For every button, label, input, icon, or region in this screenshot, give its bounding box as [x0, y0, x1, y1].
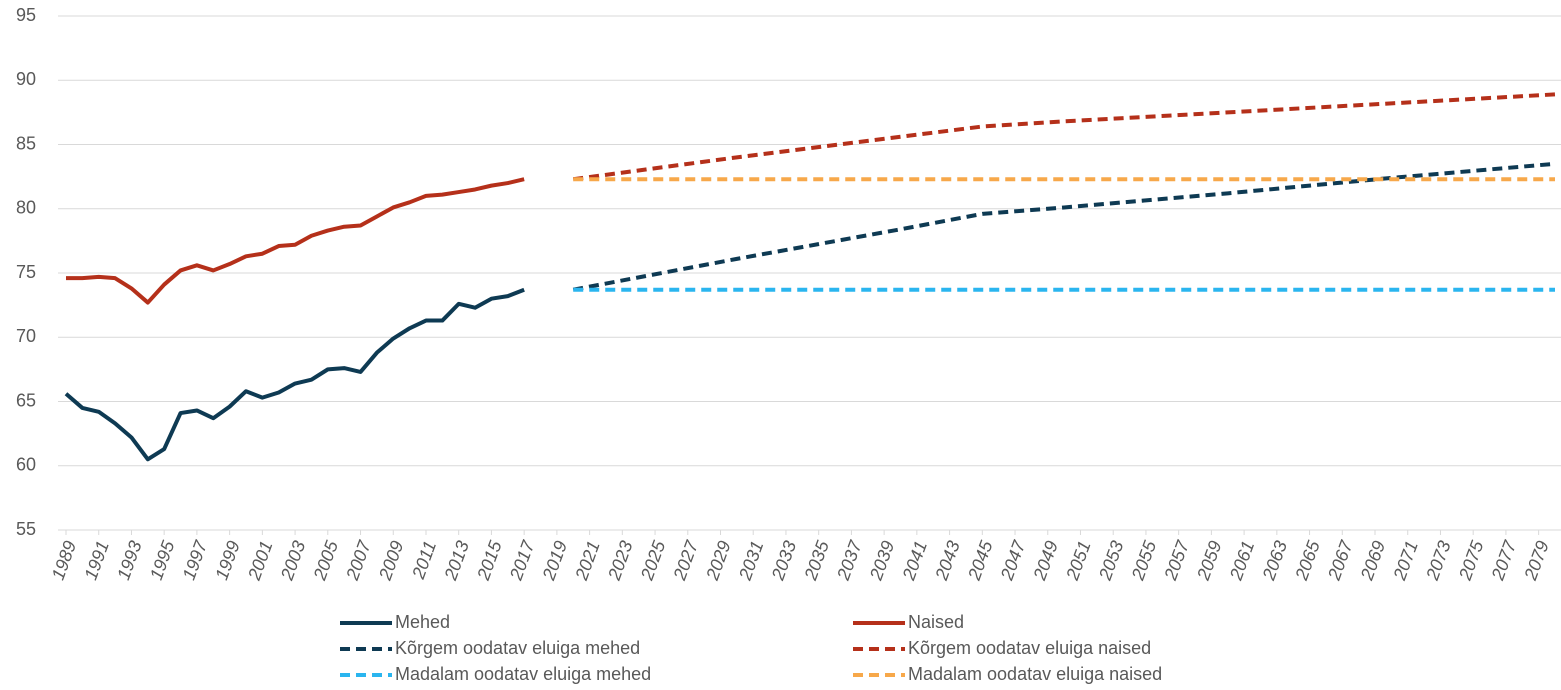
- x-tick-label: 2061: [1225, 538, 1258, 583]
- y-tick-label: 75: [16, 262, 36, 282]
- x-tick-label: 1991: [80, 538, 112, 582]
- x-tick-label: 2065: [1291, 537, 1324, 583]
- x-tick-label: 2019: [538, 538, 571, 583]
- y-tick-label: 95: [16, 5, 36, 25]
- x-tick-label: 2073: [1422, 538, 1455, 583]
- x-tick-label: 2045: [964, 537, 997, 583]
- x-tick-label: 2051: [1062, 538, 1095, 583]
- line: [64, 287, 525, 462]
- x-tick-label: 2007: [342, 537, 375, 583]
- x-tick-label: 1997: [179, 537, 212, 582]
- x-tick-label: 2059: [1193, 538, 1226, 583]
- x-tick-label: 2075: [1455, 537, 1488, 583]
- x-tick-label: 2041: [898, 538, 931, 583]
- y-tick-label: 65: [16, 390, 36, 410]
- y-tick-label: 85: [16, 133, 36, 153]
- line: [572, 161, 1556, 292]
- x-tick-label: 2049: [1029, 538, 1062, 583]
- legend-label: Madalam oodatav eluiga mehed: [395, 664, 651, 684]
- x-tick-label: 2001: [244, 538, 277, 583]
- x-tick-label: 2029: [702, 538, 735, 583]
- x-tick-label: 2071: [1389, 538, 1422, 583]
- legend-label: Kõrgem oodatav eluiga naised: [908, 638, 1151, 658]
- x-tick-label: 2015: [473, 537, 506, 583]
- x-tick-label: 2023: [604, 538, 637, 583]
- x-tick-label: 2017: [506, 537, 539, 583]
- x-tick-label: 2043: [931, 538, 964, 583]
- x-tick-label: 2025: [636, 537, 669, 583]
- x-tick-label: 2047: [996, 537, 1029, 583]
- line: [572, 92, 1556, 182]
- x-tick-label: 2035: [800, 537, 833, 583]
- y-tick-label: 80: [16, 198, 36, 218]
- x-tick-label: 1995: [146, 537, 179, 582]
- x-tick-label: 1989: [48, 538, 80, 582]
- x-tick-label: 2079: [1520, 538, 1553, 583]
- x-tick-label: 2053: [1095, 538, 1128, 583]
- legend-label: Mehed: [395, 612, 450, 632]
- x-tick-label: 2003: [276, 538, 309, 583]
- line: [66, 177, 525, 305]
- legend-label: Kõrgem oodatav eluiga mehed: [395, 638, 640, 658]
- x-tick-label: 2037: [833, 537, 866, 583]
- x-tick-label: 2027: [669, 537, 702, 583]
- legend-label: Madalam oodatav eluiga naised: [908, 664, 1162, 684]
- x-tick-label: 2063: [1258, 538, 1291, 583]
- y-tick-label: 60: [16, 455, 36, 475]
- y-tick-label: 70: [16, 326, 36, 346]
- y-tick-label: 90: [16, 69, 36, 89]
- legend-label: Naised: [908, 612, 964, 632]
- x-tick-label: 2057: [1160, 537, 1193, 583]
- x-tick-label: 1999: [211, 538, 243, 582]
- x-tick-label: 2005: [309, 537, 342, 583]
- x-tick-label: 2077: [1487, 537, 1520, 583]
- x-tick-label: 2011: [408, 538, 440, 582]
- x-tick-label: 2021: [571, 538, 604, 583]
- x-tick-label: 2039: [866, 538, 899, 583]
- x-tick-label: 2067: [1324, 537, 1357, 583]
- x-tick-label: 2069: [1356, 538, 1389, 583]
- x-tick-label: 2033: [767, 538, 800, 583]
- x-tick-label: 2013: [440, 538, 473, 583]
- x-tick-label: 2009: [375, 538, 408, 583]
- y-tick-label: 55: [16, 519, 36, 539]
- x-tick-label: 1993: [113, 538, 145, 582]
- x-tick-label: 2031: [735, 538, 768, 583]
- x-tick-label: 2055: [1127, 537, 1160, 583]
